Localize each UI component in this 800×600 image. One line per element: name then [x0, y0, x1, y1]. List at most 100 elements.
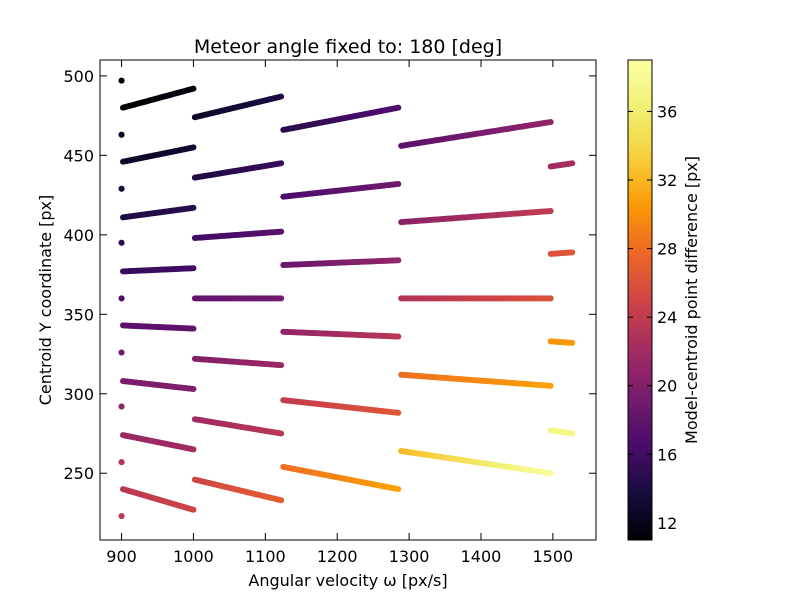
colorbar: 12 16 20 24 28 32 36	[627, 59, 677, 541]
data-point	[547, 207, 554, 214]
chart-title: Meteor angle fixed to: 180 [deg]	[194, 36, 502, 58]
colorbar-tick-label: 32	[657, 171, 677, 190]
x-tick-label: 900	[106, 547, 137, 566]
data-segment	[191, 355, 285, 369]
x-tick-label: 1300	[389, 547, 430, 566]
data-segment	[191, 93, 285, 121]
data-point	[278, 497, 285, 504]
data-segment	[118, 239, 125, 246]
data-segment	[120, 432, 197, 453]
data-point	[190, 204, 197, 211]
y-tick-label: 300	[63, 385, 94, 404]
data-segment	[120, 378, 197, 393]
data-point	[569, 249, 576, 256]
data-point	[569, 430, 576, 437]
data-segment	[280, 328, 402, 340]
data-point	[190, 325, 197, 332]
data-marks	[118, 77, 576, 520]
colorbar-tick-label: 16	[657, 445, 677, 464]
data-segment	[398, 295, 554, 302]
data-point	[278, 228, 285, 235]
data-point	[395, 257, 402, 264]
data-segment	[280, 463, 402, 493]
data-segment	[120, 322, 197, 332]
data-segment	[120, 265, 197, 275]
data-segment	[547, 427, 576, 437]
x-axis-ticks: 900 1000 1100 1200 1300 1400 1500	[106, 60, 573, 566]
colorbar-tick-label: 20	[657, 377, 677, 396]
colorbar-gradient	[628, 60, 652, 540]
data-segment	[547, 338, 576, 346]
data-segment	[280, 104, 402, 133]
data-segment	[191, 160, 285, 181]
x-tick-label: 1400	[461, 547, 502, 566]
y-axis-ticks: 250 300 350 400 450 500	[63, 67, 596, 483]
data-point	[190, 85, 197, 92]
x-axis-label: Angular velocity ω [px/s]	[248, 571, 447, 590]
data-point	[395, 333, 402, 340]
data-point	[118, 131, 125, 138]
data-segment	[191, 295, 285, 302]
colorbar-ticks: 12 16 20 24 28 32 36	[628, 102, 677, 533]
data-point	[395, 486, 402, 493]
data-point	[118, 459, 125, 466]
data-point	[118, 513, 125, 520]
data-segment	[280, 397, 402, 416]
data-segment	[191, 416, 285, 437]
data-segment	[118, 185, 125, 192]
data-segment	[398, 371, 554, 389]
data-segment	[398, 447, 554, 477]
data-point	[278, 362, 285, 369]
data-segment	[120, 486, 197, 513]
data-segment	[120, 204, 197, 221]
data-segment	[280, 257, 402, 269]
colorbar-tick-label: 24	[657, 308, 677, 327]
data-segment	[398, 118, 554, 149]
data-point	[395, 180, 402, 187]
data-segment	[547, 249, 576, 257]
plot-border	[99, 59, 597, 541]
data-point	[395, 409, 402, 416]
data-point	[118, 295, 125, 302]
data-point	[190, 446, 197, 453]
data-point	[190, 506, 197, 513]
x-tick-label: 1500	[533, 547, 574, 566]
data-point	[278, 93, 285, 100]
colorbar-tick-label: 28	[657, 240, 677, 259]
x-tick-label: 1000	[173, 547, 214, 566]
data-point	[278, 295, 285, 302]
data-segment	[118, 131, 125, 138]
y-tick-label: 500	[63, 67, 94, 86]
data-point	[118, 239, 125, 246]
data-segment	[191, 476, 285, 504]
data-point	[395, 104, 402, 111]
y-axis-label: Centroid Y coordinate [px]	[36, 195, 55, 406]
colorbar-tick-label: 36	[657, 102, 677, 121]
y-tick-label: 400	[63, 226, 94, 245]
data-point	[278, 160, 285, 167]
data-point	[118, 403, 125, 410]
data-segment	[191, 228, 285, 242]
data-point	[190, 144, 197, 151]
data-segment	[547, 160, 576, 170]
y-tick-label: 350	[63, 305, 94, 324]
data-point	[190, 265, 197, 272]
plot-area: 900 1000 1100 1200 1300 1400 1500 250 300 350 400…	[63, 59, 597, 566]
data-point	[278, 430, 285, 437]
data-point	[547, 382, 554, 389]
data-segment	[118, 459, 125, 466]
data-segment	[118, 295, 125, 302]
data-point	[569, 160, 576, 167]
data-segment	[120, 144, 197, 165]
data-point	[118, 349, 125, 356]
x-tick-label: 1100	[245, 547, 286, 566]
data-segment	[118, 403, 125, 410]
data-segment	[118, 77, 125, 84]
data-segment	[118, 513, 125, 520]
y-tick-label: 450	[63, 146, 94, 165]
data-segment	[118, 349, 125, 356]
colorbar-tick-label: 12	[657, 514, 677, 533]
data-point	[190, 386, 197, 393]
x-tick-label: 1200	[317, 547, 358, 566]
